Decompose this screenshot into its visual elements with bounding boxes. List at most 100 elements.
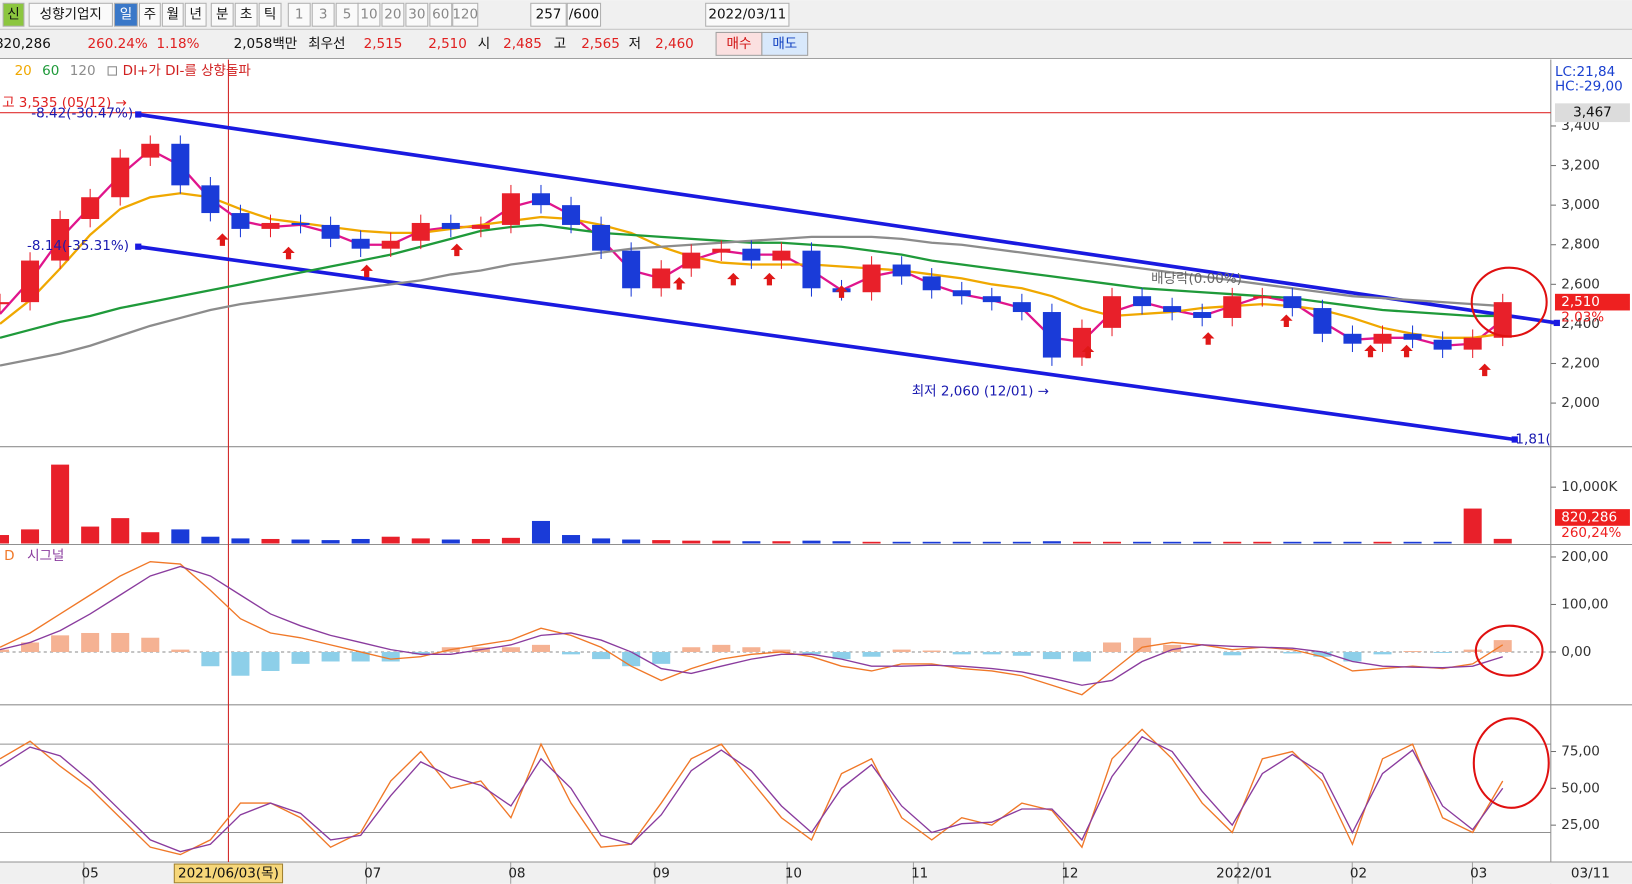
- volume-bar: [351, 538, 370, 544]
- toolbar-label[interactable]: 10: [360, 7, 377, 23]
- candle: [111, 157, 130, 198]
- candle: [1313, 308, 1332, 334]
- toolbar-button[interactable]: [138, 2, 161, 27]
- toolbar-button[interactable]: [452, 2, 479, 27]
- toolbar-button[interactable]: [381, 2, 405, 27]
- histogram-bar: [592, 651, 611, 660]
- toolbar-button[interactable]: [113, 2, 138, 27]
- toolbar-button[interactable]: [530, 2, 567, 27]
- annotation: 배당락(0.00%): [1151, 271, 1242, 287]
- volume-bar: [652, 540, 671, 544]
- channel-handle: [1553, 319, 1560, 327]
- toolbar-label[interactable]: 일: [120, 7, 132, 23]
- volume-bar: [201, 536, 220, 544]
- volume-bar: [1193, 541, 1212, 544]
- toolbar-button[interactable]: [258, 2, 282, 27]
- toolbar-button[interactable]: [429, 2, 453, 27]
- toolbar-button[interactable]: [161, 2, 184, 27]
- change-label: 2.03%: [1561, 310, 1604, 326]
- histogram-bar: [351, 651, 370, 662]
- candle: [982, 296, 1001, 303]
- toolbar-label[interactable]: 3: [319, 7, 328, 23]
- toolbar-label[interactable]: 257: [536, 7, 562, 23]
- volume-bar: [982, 541, 1001, 544]
- toolbar-label[interactable]: 분: [216, 7, 228, 23]
- volume-bar: [1133, 541, 1152, 544]
- quote-value: 2,565: [581, 36, 620, 52]
- last-price-bg: [1554, 293, 1630, 311]
- toolbar-label[interactable]: 30: [408, 7, 425, 23]
- volume-bar: [622, 539, 641, 544]
- candle: [1283, 296, 1302, 309]
- toolbar-label[interactable]: 년: [189, 7, 201, 23]
- channel-handle: [135, 243, 142, 250]
- x-tick-label: 10: [785, 865, 802, 881]
- toolbar-button[interactable]: [234, 2, 258, 27]
- volume-bar: [81, 526, 100, 544]
- toolbar-button[interactable]: [28, 2, 113, 27]
- toolbar-label[interactable]: 월: [167, 7, 179, 23]
- toolbar-button[interactable]: [2, 2, 25, 27]
- volume-bar: [592, 538, 611, 544]
- y-tick-label: 2,200: [1561, 355, 1600, 371]
- toolbar-button[interactable]: [357, 2, 381, 27]
- volume-bar: [1163, 541, 1182, 544]
- volume-bar: [171, 529, 190, 544]
- cursor-label-bg: [173, 863, 284, 884]
- x-tick-label: 09: [653, 865, 670, 881]
- toolbar-label[interactable]: 2022/03/11: [708, 7, 786, 23]
- signal-arrow: [1280, 314, 1293, 327]
- toolbar-label[interactable]: 주: [144, 7, 156, 23]
- toolbar-button[interactable]: [311, 2, 335, 27]
- order-label[interactable]: 매수: [727, 36, 752, 52]
- candle: [441, 222, 460, 229]
- legend-entry: D: [4, 548, 14, 564]
- signal-arrow: [727, 272, 740, 286]
- signal-arrow: [360, 264, 373, 278]
- toolbar-button[interactable]: [705, 2, 790, 27]
- volume-bar: [1253, 541, 1272, 544]
- candle: [321, 224, 340, 239]
- toolbar-label[interactable]: 초: [240, 7, 252, 23]
- last-volume-label: 820,286: [1561, 509, 1617, 525]
- toolbar-label[interactable]: 틱: [264, 7, 276, 23]
- y-tick-label: 2,800: [1561, 237, 1600, 253]
- toolbar-label[interactable]: 성향기업지: [40, 7, 102, 23]
- legend-marker: [107, 66, 117, 76]
- toolbar-button[interactable]: [566, 2, 602, 27]
- channel-handle: [135, 111, 142, 118]
- toolbar-button[interactable]: [405, 2, 429, 27]
- signal-arrow: [282, 246, 295, 260]
- candle: [531, 193, 550, 206]
- candle: [291, 222, 310, 226]
- candle: [141, 143, 160, 158]
- candle: [81, 197, 100, 219]
- volume-bar: [471, 538, 490, 544]
- y-tick-label: 200,00: [1561, 549, 1608, 565]
- histogram-bar: [1403, 651, 1422, 652]
- volume-bar: [922, 541, 941, 544]
- toolbar-button[interactable]: [287, 2, 311, 27]
- candle: [471, 224, 490, 229]
- toolbar-button[interactable]: [210, 2, 234, 27]
- volume-ratio: 260,24%: [1561, 525, 1621, 541]
- y-tick-label: 25,00: [1561, 817, 1600, 833]
- toolbar-label[interactable]: 120: [452, 7, 478, 23]
- quote-value: 260.24%: [88, 36, 148, 52]
- x-tick-label: 02: [1350, 865, 1367, 881]
- histogram-bar: [1283, 651, 1302, 654]
- order-button[interactable]: [761, 31, 809, 56]
- toolbar-label[interactable]: 신: [7, 7, 19, 23]
- toolbar-label[interactable]: 5: [343, 7, 352, 23]
- candle: [0, 302, 10, 305]
- toolbar-label[interactable]: /600: [569, 7, 599, 23]
- histogram-bar: [742, 647, 761, 652]
- x-tick-label: 05: [82, 865, 99, 881]
- toolbar-label[interactable]: 1: [295, 7, 304, 23]
- toolbar-label[interactable]: 20: [384, 7, 401, 23]
- toolbar-button[interactable]: [184, 2, 207, 27]
- volume-bar: [0, 535, 10, 544]
- toolbar-label[interactable]: 60: [432, 7, 449, 23]
- candle: [712, 248, 731, 253]
- order-label[interactable]: 매도: [772, 36, 797, 52]
